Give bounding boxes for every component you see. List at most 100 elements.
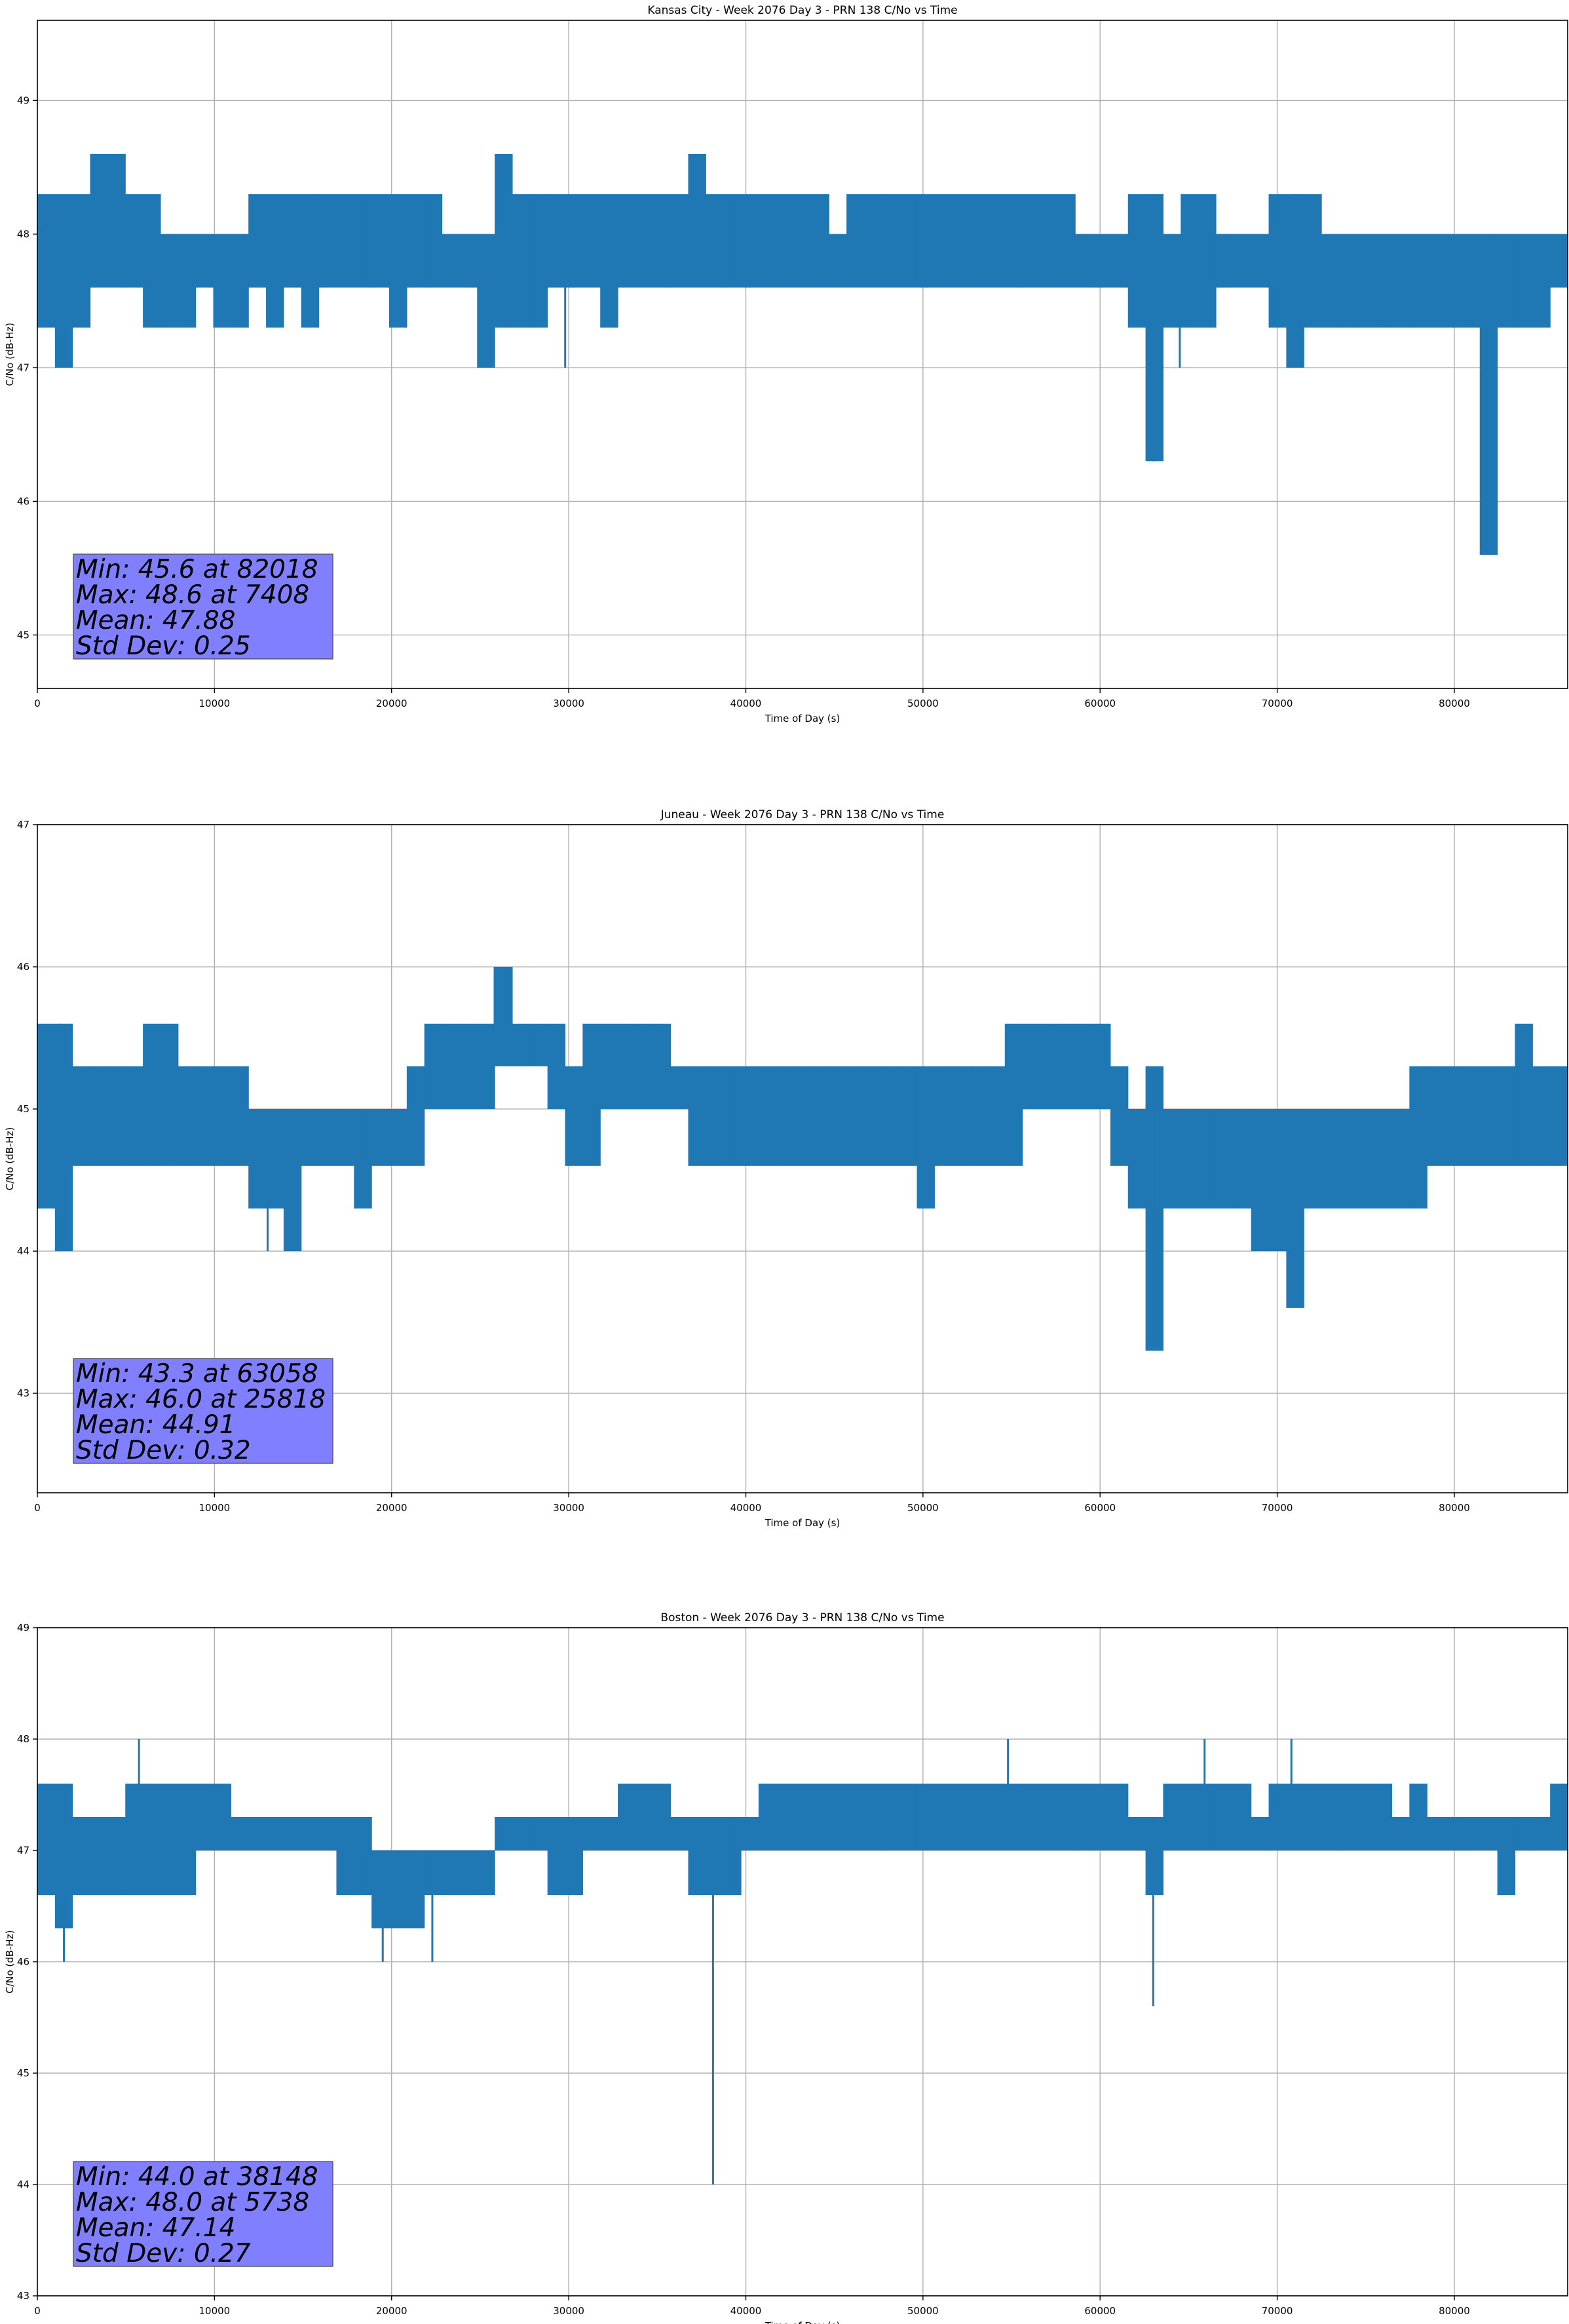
data-band-segment — [1338, 234, 1357, 328]
data-band-segment — [565, 194, 583, 288]
data-band-segment — [266, 1817, 284, 1850]
data-band-segment — [248, 194, 267, 288]
stats-max: Max: 46.0 at 25818 — [76, 1385, 326, 1414]
data-band-segment — [37, 1784, 56, 1895]
data-band-segment — [213, 1784, 231, 1850]
y-tick-label: 45 — [17, 1103, 29, 1115]
x-tick-label: 20000 — [376, 2305, 407, 2317]
data-band-segment — [459, 234, 478, 288]
y-axis-label: C/No (dB-Hz) — [4, 1127, 16, 1191]
data-band-segment — [1286, 1784, 1304, 1850]
data-band-segment — [1409, 234, 1427, 328]
x-tick-label: 60000 — [1084, 698, 1116, 709]
data-band-segment — [1497, 234, 1516, 328]
data-band-segment — [301, 1817, 320, 1850]
x-tick-label: 60000 — [1084, 2305, 1116, 2317]
data-band-segment — [706, 1066, 724, 1166]
data-band-segment — [1462, 1066, 1481, 1166]
data-band-segment — [582, 1817, 601, 1850]
data-band-segment — [618, 194, 636, 288]
data-band-segment — [1198, 1109, 1217, 1209]
data-band-segment — [459, 1023, 478, 1110]
data-band-segment — [970, 194, 988, 288]
data-band-segment — [1215, 234, 1234, 288]
data-band-segment — [1304, 194, 1322, 328]
data-band-segment — [600, 1817, 618, 1850]
x-tick-label: 70000 — [1262, 1502, 1293, 1514]
y-tick-label: 49 — [17, 1622, 29, 1634]
data-band-segment — [283, 1109, 302, 1252]
data-band-segment — [406, 194, 425, 288]
data-band-segment — [178, 1784, 197, 1895]
stats-mean: Mean: 47.88 — [76, 606, 235, 635]
data-band-segment — [829, 1066, 847, 1166]
data-band-segment — [371, 194, 390, 288]
data-band-segment — [547, 1023, 566, 1110]
data-band-segment — [652, 194, 671, 288]
data-band-segment — [231, 234, 249, 328]
data-band-segment — [1198, 1784, 1217, 1850]
stats-box — [73, 2161, 333, 2267]
data-band-segment — [1004, 1784, 1023, 1850]
data-band-segment — [723, 1817, 742, 1895]
data-band-segment — [90, 1066, 109, 1166]
data-band-segment — [793, 1066, 812, 1166]
x-tick-label: 20000 — [376, 698, 407, 709]
x-axis-label: Time of Day (s) — [765, 713, 841, 724]
data-band-segment — [723, 194, 742, 288]
data-band-segment — [934, 1066, 953, 1166]
data-band-segment — [1445, 1817, 1463, 1850]
data-band-segment — [125, 1066, 143, 1166]
data-band-segment — [1215, 1109, 1234, 1209]
data-band-segment — [318, 1817, 337, 1850]
data-band-segment — [1004, 194, 1023, 288]
data-band-segment — [881, 1784, 900, 1850]
x-tick-label: 60000 — [1084, 1502, 1116, 1514]
data-band-segment — [406, 1850, 425, 1928]
data-band-segment — [917, 1784, 935, 1850]
data-band-segment — [793, 194, 812, 288]
data-band-segment — [1427, 1817, 1445, 1850]
data-band-segment — [354, 1817, 372, 1895]
data-band-segment — [1409, 1066, 1427, 1209]
chart-2: 0 10000 20000 30000 40000 50000 60000 70000 8000… — [4, 1611, 1568, 2324]
data-band-segment — [1022, 194, 1041, 288]
data-band-segment — [1057, 1023, 1076, 1110]
data-band-segment — [495, 154, 513, 328]
data-band-segment — [1233, 1784, 1252, 1850]
data-band-segment — [1374, 1784, 1393, 1850]
data-band-segment — [635, 194, 654, 288]
x-tick-label: 30000 — [553, 1502, 584, 1514]
data-band-segment — [336, 1817, 354, 1895]
data-band-segment — [723, 1066, 742, 1166]
data-band-segment — [987, 1784, 1006, 1850]
data-band-segment — [1479, 1817, 1498, 1850]
data-band-segment — [970, 1066, 988, 1166]
data-band-segment — [1110, 1066, 1129, 1166]
data-band-segment — [318, 194, 337, 288]
data-band-segment — [1338, 1109, 1357, 1209]
data-band-segment — [1497, 1817, 1516, 1895]
data-band-segment — [266, 194, 284, 328]
data-band-segment — [389, 194, 407, 328]
data-band-segment — [37, 1023, 56, 1209]
data-band-segment — [706, 1817, 724, 1895]
data-band-segment — [1145, 1817, 1164, 1895]
data-band-segment — [1181, 194, 1199, 328]
data-band-segment — [160, 234, 179, 328]
data-band-segment — [107, 154, 126, 288]
stats-std: Std Dev: 0.25 — [76, 631, 251, 661]
stats-min: Min: 43.3 at 63058 — [76, 1359, 318, 1389]
data-band-segment — [670, 1066, 689, 1110]
data-band-segment — [618, 1023, 636, 1110]
data-band-segment — [1093, 1784, 1111, 1850]
data-band-segment — [741, 1817, 759, 1850]
y-tick-label: 49 — [17, 94, 29, 106]
data-band-segment — [688, 154, 706, 288]
data-band-segment — [1093, 1023, 1111, 1110]
data-band-segment — [793, 1784, 812, 1850]
data-band-segment — [688, 1817, 706, 1895]
data-band-segment — [1268, 194, 1287, 328]
data-band-segment — [547, 194, 566, 288]
